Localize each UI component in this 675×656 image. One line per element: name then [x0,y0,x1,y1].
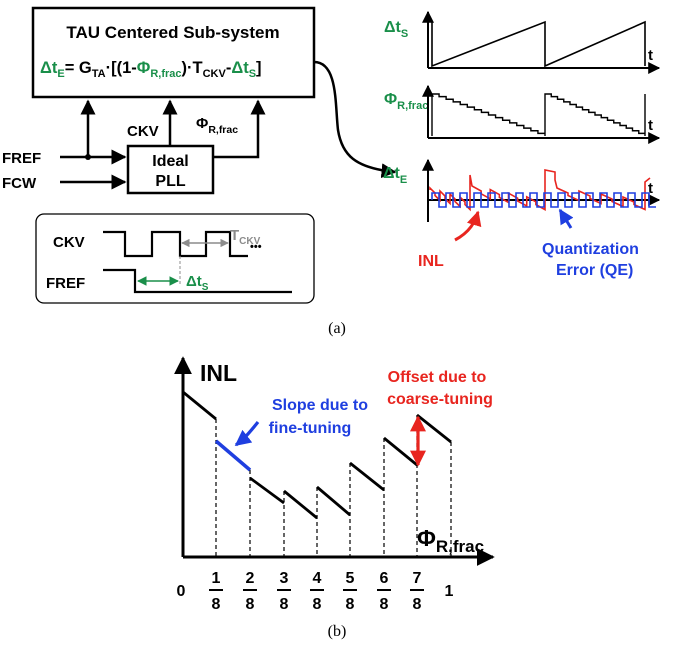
tick-fraction: 68 [377,570,391,613]
pll-label-line2: PLL [155,173,185,190]
pll-block: Ideal PLL [128,146,213,193]
offset-label-line1: Offset due to [388,369,487,386]
caption-a: (a) [328,320,346,337]
phi-t-axis-label: t [648,117,653,134]
tick-1: 1 [445,583,454,600]
subsystem-title: TAU Centered Sub-system [66,23,279,42]
phi-signal-label: ΦR,frac [196,115,238,136]
timing-diagram: CKV FREF TCKV ••• ΔtS [36,214,314,303]
tick-numerator: 4 [313,570,322,587]
tick-denominator: 8 [246,596,255,613]
slope-label-line1: Slope due to [272,397,368,414]
tick-denominator: 8 [212,596,221,613]
tick-denominator: 8 [380,596,389,613]
qe-label-line1: Quantization [542,241,639,258]
inl-pointer-arrow [455,212,478,240]
inl-waveform [430,170,650,210]
timing-ckv-label: CKV [53,234,85,251]
dts-wave-label: ΔtS [384,19,408,40]
tick-0: 0 [177,583,186,600]
ckv-signal-label: CKV [127,123,159,140]
qe-label-line2: Error (QE) [556,262,633,279]
inl-wave-label: INL [418,253,444,270]
pll-label-line1: Ideal [152,153,188,170]
dts-sawtooth [432,22,645,66]
tick-fraction: 18 [209,570,223,613]
slope-label-line2: fine-tuning [269,420,352,437]
tick-numerator: 1 [212,570,221,587]
tick-fraction: 48 [310,570,324,613]
fref-input-label: FREF [2,150,41,167]
tick-numerator: 3 [280,570,289,587]
inl-axis-label: INL [200,360,237,386]
caption-b: (b) [328,623,347,640]
tick-numerator: 2 [246,570,255,587]
tick-denominator: 8 [413,596,422,613]
timing-fref-label: FREF [46,275,85,292]
subsystem-block: TAU Centered Sub-system ΔtE= GTA·[(1-ΦR,… [33,8,314,97]
dte-wave-label: ΔtE [383,165,407,186]
continuation-dots: ••• [250,241,262,253]
dte-waveform-plot: ΔtE t INL Quantization Error (QE) [383,160,659,279]
tick-denominator: 8 [280,596,289,613]
tick-fraction: 38 [277,570,291,613]
tick-denominator: 8 [313,596,322,613]
tick-numerator: 6 [380,570,389,587]
qe-pointer-arrow [560,210,571,228]
tick-numerator: 5 [346,570,355,587]
fcw-input-label: FCW [2,175,37,192]
slope-pointer-arrow [236,422,258,445]
dts-t-axis-label: t [648,47,653,64]
fine-tuning-slope-segment [216,441,250,470]
tick-fraction: 28 [243,570,257,613]
phi-wave-label: ΦR,frac [384,91,428,112]
tick-fraction: 58 [343,570,357,613]
phi-waveform-plot: ΦR,frac t [384,86,659,138]
dts-waveform-plot: ΔtS t [384,12,659,68]
offset-label-line2: coarse-tuning [387,391,493,408]
tick-fraction: 78 [410,570,424,613]
tick-denominator: 8 [346,596,355,613]
tick-numerator: 7 [413,570,422,587]
inl-plot: INL ΦR,frac Slope due to fine-tuning Off… [177,358,493,613]
phi-staircase [432,94,645,136]
